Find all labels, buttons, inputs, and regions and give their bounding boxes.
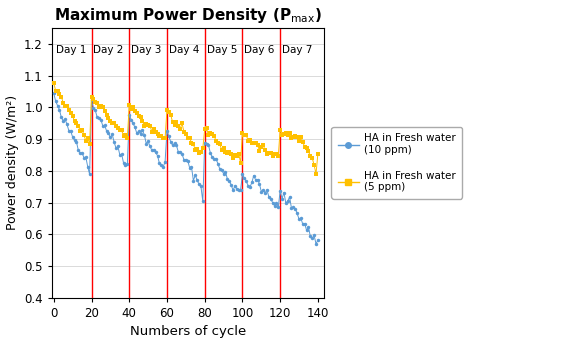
Text: Day 7: Day 7: [282, 45, 312, 55]
Text: Day 4: Day 4: [169, 45, 199, 55]
Text: Day 6: Day 6: [244, 45, 275, 55]
Legend: HA in Fresh water
(10 ppm), HA in Fresh water
(5 ppm): HA in Fresh water (10 ppm), HA in Fresh …: [332, 127, 462, 198]
Text: Day 5: Day 5: [206, 45, 237, 55]
X-axis label: Numbers of cycle: Numbers of cycle: [130, 325, 246, 338]
Text: Day 3: Day 3: [131, 45, 161, 55]
Title: Maximum Power Density (P$_\mathrm{max}$): Maximum Power Density (P$_\mathrm{max}$): [54, 6, 321, 24]
Text: Day 2: Day 2: [93, 45, 124, 55]
Y-axis label: Power density (W/m²): Power density (W/m²): [6, 95, 18, 230]
Text: Day 1: Day 1: [55, 45, 86, 55]
